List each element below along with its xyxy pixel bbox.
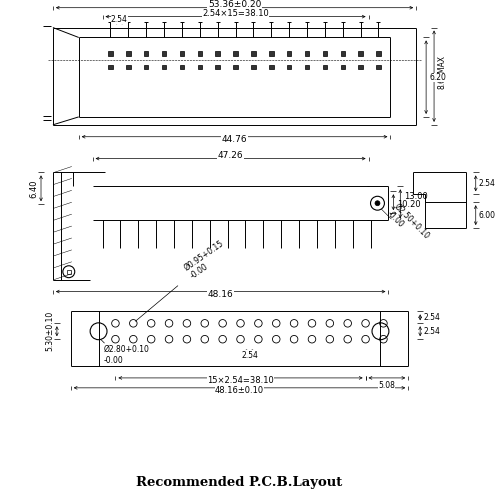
Bar [376,51,380,56]
Text: 48.16±0.10: 48.16±0.10 [215,386,264,396]
Bar [234,51,238,56]
Bar [269,65,274,70]
Bar [162,65,166,70]
Bar [216,65,220,70]
Bar [162,51,166,56]
Text: 13.00: 13.00 [404,192,428,201]
Bar [322,65,327,70]
Bar [269,51,274,56]
Bar [216,51,220,56]
Bar [287,65,292,70]
Text: 2.54: 2.54 [478,179,496,188]
Text: 15×2.54=38.10: 15×2.54=38.10 [207,376,274,386]
Bar [234,65,238,70]
Bar [322,51,327,56]
Bar [126,51,130,56]
Text: 6.40: 6.40 [29,179,38,198]
Bar [358,51,363,56]
Text: Recommended P.C.B.Layout: Recommended P.C.B.Layout [136,476,342,488]
Bar [126,65,130,70]
Text: 48.16: 48.16 [208,290,234,299]
Text: 53.36±0.20: 53.36±0.20 [208,0,261,9]
Text: Ø2.50+0.10
-0.00: Ø2.50+0.10 -0.00 [386,202,432,248]
Text: 2.54: 2.54 [241,350,258,360]
Text: Ø0.95+0.15
-0.00: Ø0.95+0.15 -0.00 [183,238,232,281]
Text: 6.20: 6.20 [429,72,446,82]
Bar [358,65,363,70]
Bar [108,51,112,56]
Text: 2.54×15=38.10: 2.54×15=38.10 [202,9,269,18]
Bar [180,51,184,56]
Bar [251,51,256,56]
Text: 47.26: 47.26 [218,151,244,160]
Bar [340,51,345,56]
Text: 5.30±0.10: 5.30±0.10 [45,311,54,352]
Bar [376,65,380,70]
Bar [144,65,148,70]
Bar [180,65,184,70]
Text: 44.76: 44.76 [222,135,248,144]
Text: 2.54: 2.54 [111,15,128,24]
Bar [198,51,202,56]
Bar [305,51,309,56]
Text: 2.54: 2.54 [423,313,440,322]
Bar [198,65,202,70]
Bar [340,65,345,70]
Text: 8.60MAX: 8.60MAX [437,55,446,89]
Text: 2.54: 2.54 [423,327,440,336]
Text: 6.00: 6.00 [478,210,496,220]
Circle shape [375,200,380,205]
Text: Ø2.80+0.10
-0.00: Ø2.80+0.10 -0.00 [104,345,150,364]
Text: 10.20: 10.20 [398,200,421,208]
Bar [108,65,112,70]
Bar [305,65,309,70]
Bar [67,270,71,274]
Bar [144,51,148,56]
Text: 5.08: 5.08 [378,381,396,390]
Bar [287,51,292,56]
Bar [251,65,256,70]
